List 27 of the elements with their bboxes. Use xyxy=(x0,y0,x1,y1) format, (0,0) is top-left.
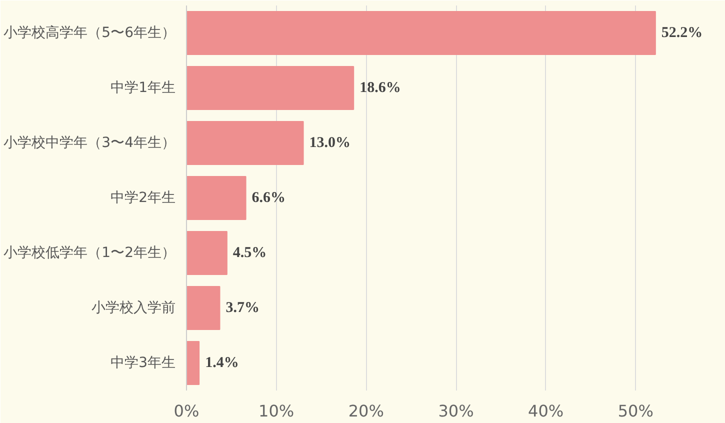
x-tick-label: 30% xyxy=(438,402,474,420)
data-label: 52.2% xyxy=(661,25,703,41)
x-tick-label: 40% xyxy=(528,402,564,420)
y-tick-label: 中学3年生 xyxy=(110,355,176,371)
data-label: 6.6% xyxy=(252,190,286,206)
y-tick-label: 小学校入学前 xyxy=(92,300,176,316)
data-label: 4.5% xyxy=(232,245,267,261)
bar xyxy=(186,231,228,275)
bar xyxy=(186,66,354,110)
x-tick-label: 10% xyxy=(258,402,294,420)
y-tick-label: 中学1年生 xyxy=(110,80,176,96)
y-tick-label: 小学校中学年（3〜4年生） xyxy=(4,135,176,151)
y-tick-label: 小学校高学年（5〜6年生） xyxy=(4,25,176,41)
data-label: 3.7% xyxy=(226,300,260,316)
x-tick-label: 0% xyxy=(174,402,200,420)
bar xyxy=(186,121,304,165)
y-tick-label: 中学2年生 xyxy=(110,190,176,206)
bar xyxy=(186,11,656,55)
x-tick-label: 50% xyxy=(618,402,654,420)
bar xyxy=(186,286,220,330)
bar xyxy=(186,176,246,220)
bar xyxy=(186,341,200,385)
data-label: 18.6% xyxy=(360,80,401,96)
data-label: 1.4% xyxy=(205,355,239,371)
y-tick-label: 小学校低学年（1〜2年生） xyxy=(4,245,176,261)
data-label: 13.0% xyxy=(309,135,351,151)
x-tick-label: 20% xyxy=(348,402,384,420)
